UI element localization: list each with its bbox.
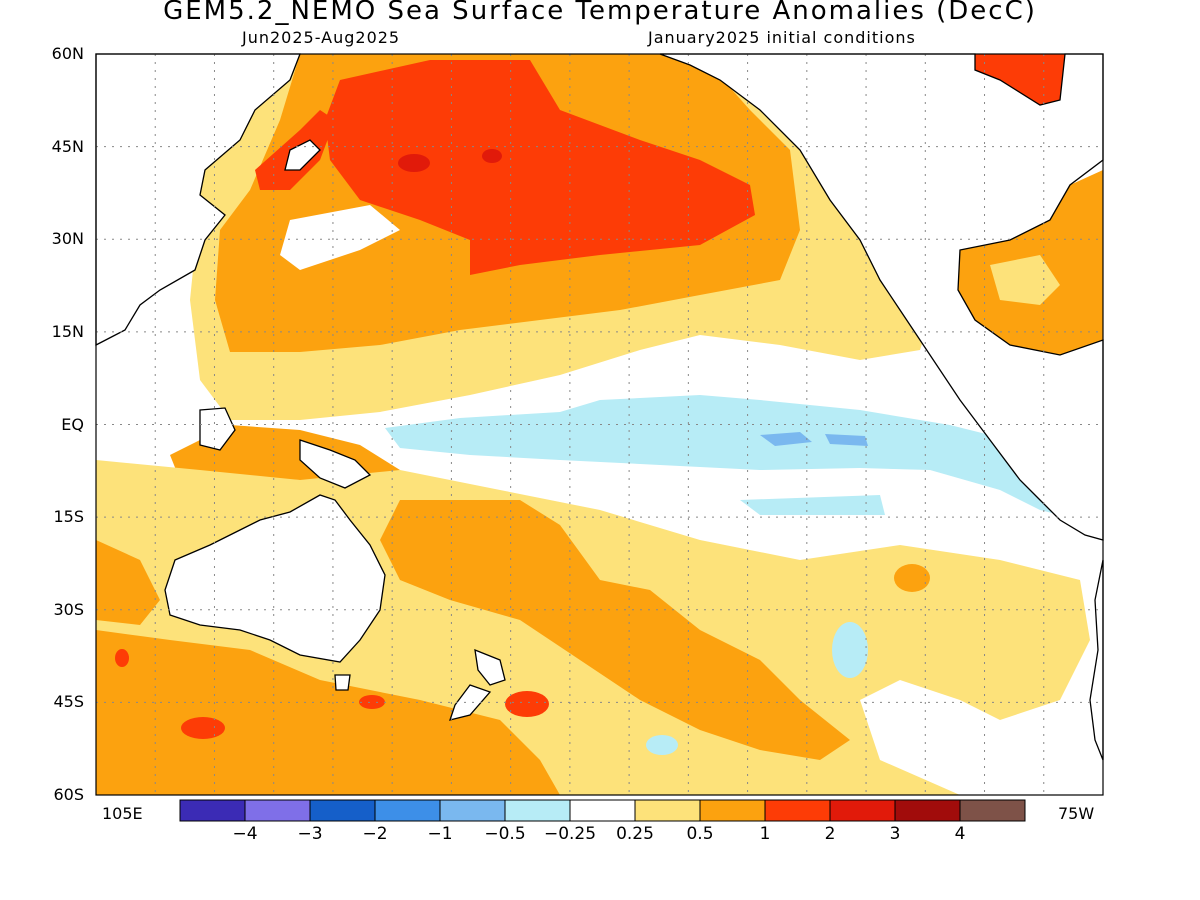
colorbar-tick-label: 3 xyxy=(889,824,901,844)
lon-label-left: 105E xyxy=(102,804,143,823)
colorbar-tick-label: −0.5 xyxy=(484,824,526,844)
anomaly-contour-nw-red xyxy=(325,60,755,275)
landmass-asia xyxy=(95,53,301,347)
anomaly-contour-gulf-pale xyxy=(990,255,1060,305)
colorbar xyxy=(179,799,1026,822)
anomaly-contour-eq-blue-1 xyxy=(760,432,812,446)
landmass-new-guinea xyxy=(299,439,372,489)
anomaly-contour-s-cool xyxy=(740,495,885,515)
lat-label-15n: 15N xyxy=(51,322,84,341)
colorbar-swatch xyxy=(439,799,506,822)
colorbar-swatch xyxy=(179,799,246,822)
colorbar-swatch xyxy=(699,799,766,822)
plot-frame xyxy=(95,53,1104,796)
colorbar-tick-label: −2 xyxy=(362,824,388,844)
lat-label-30s: 30S xyxy=(53,600,84,619)
anomaly-contour-cool-s2 xyxy=(646,735,678,755)
forecast-period: Jun2025-Aug2025 xyxy=(242,28,401,47)
anomaly-contour-ne-red xyxy=(975,54,1065,105)
anomaly-contour-red-3 xyxy=(359,695,385,709)
colorbar-swatch xyxy=(374,799,441,822)
lat-label-15s: 15S xyxy=(53,507,84,526)
landmass-new-zealand-south xyxy=(449,684,492,721)
landmass-australia xyxy=(164,494,386,663)
colorbar-swatch xyxy=(894,799,961,822)
lon-label-right: 75W xyxy=(1058,804,1095,823)
lat-label-60s: 60S xyxy=(53,785,84,804)
colorbar-tick-label: −3 xyxy=(297,824,323,844)
colorbar-swatch xyxy=(829,799,896,822)
landmass-new-zealand-north xyxy=(474,648,506,686)
colorbar-swatch xyxy=(959,799,1026,822)
colorbar-tick-label: 2 xyxy=(824,824,836,844)
map-title: GEM5.2_NEMO Sea Surface Temperature Anom… xyxy=(163,0,1037,26)
anomaly-contour-red-1 xyxy=(181,717,225,739)
anomaly-contour-sw-orange xyxy=(96,630,560,795)
anomaly-contour-sp-orange-e xyxy=(894,564,930,592)
anomaly-contour-eq-blue-2 xyxy=(825,434,868,446)
colorbar-tick-label: −4 xyxy=(232,824,258,844)
lat-label-60n: 60N xyxy=(51,44,84,63)
landmass-borneo xyxy=(199,407,236,451)
landmass-japan xyxy=(284,139,321,171)
colorbar-swatch xyxy=(764,799,831,822)
anomaly-contour-cool-s1 xyxy=(832,622,868,678)
lat-label-45s: 45S xyxy=(53,692,84,711)
colorbar-swatch xyxy=(634,799,701,822)
landmass-tasmania xyxy=(334,674,351,691)
lat-label-30n: 30N xyxy=(51,229,84,248)
anomaly-contour-red-2 xyxy=(505,691,549,717)
anomaly-contour-red-4 xyxy=(115,649,129,667)
anomaly-contour-nw-dark-2 xyxy=(482,149,502,163)
initial-conditions: January2025 initial conditions xyxy=(648,28,916,47)
colorbar-swatch xyxy=(309,799,376,822)
colorbar-tick-label: 0.5 xyxy=(686,824,714,844)
gridlines xyxy=(96,54,1103,795)
colorbar-tick-label: 0.25 xyxy=(616,824,654,844)
anomaly-contour-eq-cool xyxy=(385,395,1080,520)
colorbar-swatch xyxy=(569,799,636,822)
lat-label-45n: 45N xyxy=(51,137,84,156)
colorbar-tick-label: −1 xyxy=(427,824,453,844)
colorbar-swatch xyxy=(504,799,571,822)
anomaly-contour-w-orange xyxy=(96,540,160,625)
colorbar-tick-label: −0.25 xyxy=(543,824,597,844)
coastlines xyxy=(95,53,1104,761)
lat-label-eq: EQ xyxy=(61,415,84,434)
anomaly-contour-sp-orange xyxy=(380,500,850,760)
colorbar-swatch xyxy=(244,799,311,822)
anomaly-contour-nw-white xyxy=(280,205,400,270)
anomaly-contour-nw-dark xyxy=(398,154,430,172)
colorbar-tick-label: 1 xyxy=(759,824,771,844)
colorbar-tick-label: 4 xyxy=(954,824,966,844)
